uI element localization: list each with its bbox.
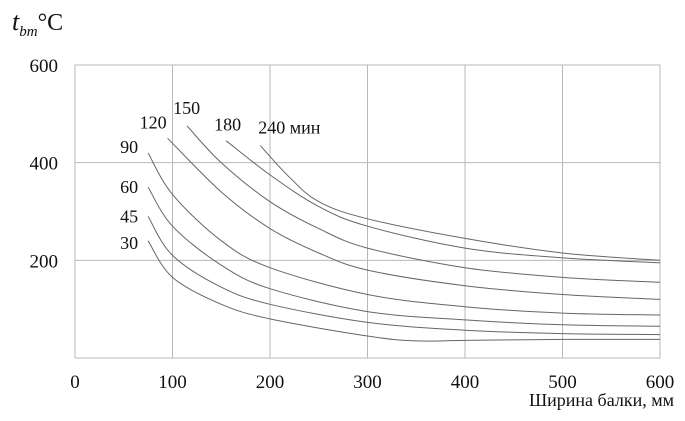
y-tick-label-600: 600 — [30, 56, 59, 77]
series-line-2 — [147, 216, 661, 336]
x-tick-label-500: 500 — [548, 372, 577, 393]
series-line-4 — [147, 152, 661, 316]
series-label-6: 150 — [173, 98, 200, 118]
x-axis-label: Ширина балки, мм — [529, 390, 674, 410]
x-tick-label-0: 0 — [70, 372, 80, 393]
y-axis-label: tbm°C — [12, 7, 63, 40]
series-line-7 — [225, 140, 661, 264]
x-tick-label-400: 400 — [451, 372, 480, 393]
series-label-5: 120 — [140, 112, 167, 132]
y-tick-label-400: 400 — [30, 154, 59, 175]
series-label-8: 240 мин — [258, 118, 321, 138]
series-line-1 — [147, 240, 661, 342]
series-label-2: 45 — [120, 206, 138, 226]
series-line-3 — [147, 186, 661, 327]
series-line-6 — [186, 125, 661, 283]
series-label-7: 180 — [214, 115, 241, 135]
series-label-4: 90 — [120, 137, 138, 157]
chart-curves — [147, 125, 661, 342]
y-tick-label-200: 200 — [30, 251, 59, 272]
series-label-3: 60 — [120, 177, 138, 197]
x-tick-label-100: 100 — [158, 372, 187, 393]
y-axis-label-unit: °C — [38, 10, 64, 36]
y-axis-label-subscript: bm — [19, 24, 38, 40]
x-tick-label-300: 300 — [353, 372, 382, 393]
x-tick-label-600: 600 — [646, 372, 675, 393]
x-tick-label-200: 200 — [256, 372, 285, 393]
chart-ticks: 0 100 200 300 400 500 600 200 400 600 — [30, 56, 675, 393]
y-axis-label-symbol: t — [12, 7, 20, 36]
chart-grid — [74, 64, 661, 359]
series-line-5 — [167, 137, 661, 300]
series-label-1: 30 — [120, 233, 138, 253]
series-line-8 — [259, 145, 661, 261]
